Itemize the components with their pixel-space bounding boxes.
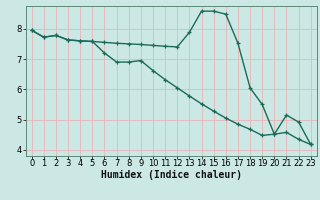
X-axis label: Humidex (Indice chaleur): Humidex (Indice chaleur) bbox=[101, 170, 242, 180]
